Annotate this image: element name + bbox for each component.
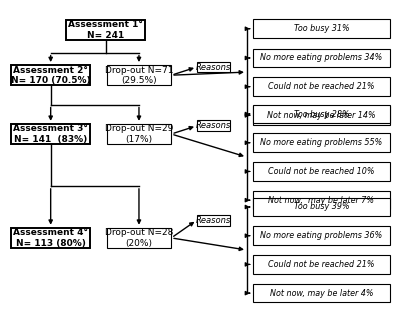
Text: Assessment 2°
N= 170 (70.5%): Assessment 2° N= 170 (70.5%)	[11, 66, 90, 85]
Text: Not now, may be later 14%: Not now, may be later 14%	[267, 111, 376, 120]
Bar	[253, 191, 390, 210]
Bar	[12, 228, 90, 248]
Bar	[253, 49, 390, 67]
Text: Could not be reached 10%: Could not be reached 10%	[268, 167, 375, 176]
Text: No more eating problems 34%: No more eating problems 34%	[260, 53, 382, 62]
Bar	[106, 228, 171, 248]
Bar	[106, 124, 171, 144]
Text: Drop-out N=29
(17%): Drop-out N=29 (17%)	[105, 124, 173, 144]
Bar	[253, 19, 390, 38]
Text: No more eating problems 36%: No more eating problems 36%	[260, 231, 382, 240]
Text: Reasons: Reasons	[196, 62, 231, 71]
Text: Not now,  may be later 7%: Not now, may be later 7%	[268, 196, 374, 205]
Bar	[253, 226, 390, 245]
Text: Too busy 39%: Too busy 39%	[294, 202, 349, 211]
Bar	[253, 255, 390, 274]
Bar	[253, 106, 390, 125]
Text: Reasons: Reasons	[196, 216, 231, 225]
Bar	[12, 124, 90, 144]
Text: Assessment 3°
N= 141  (83%): Assessment 3° N= 141 (83%)	[13, 124, 88, 144]
Bar	[253, 133, 390, 152]
Text: Reasons: Reasons	[196, 121, 231, 130]
Bar	[197, 61, 230, 73]
Text: Drop-out N=28
(20%): Drop-out N=28 (20%)	[105, 228, 173, 248]
Bar	[253, 198, 390, 216]
Text: Drop-out N=71
(29.5%): Drop-out N=71 (29.5%)	[105, 66, 173, 85]
Text: Could not be reached 21%: Could not be reached 21%	[268, 260, 375, 269]
Bar	[66, 20, 145, 40]
Bar	[253, 105, 390, 123]
Bar	[12, 65, 90, 86]
Text: Not now, may be later 4%: Not now, may be later 4%	[270, 289, 373, 298]
Bar	[106, 65, 171, 86]
Text: Too busy 31%: Too busy 31%	[294, 24, 349, 33]
Text: Assessment 1°
N= 241: Assessment 1° N= 241	[68, 20, 143, 40]
Text: Could not be reached 21%: Could not be reached 21%	[268, 82, 375, 91]
Bar	[253, 162, 390, 181]
Bar	[253, 77, 390, 96]
Text: Assessment 4°
N= 113 (80%): Assessment 4° N= 113 (80%)	[13, 228, 88, 248]
Text: Too busy 28%: Too busy 28%	[294, 109, 349, 119]
Bar	[197, 215, 230, 226]
Text: No more eating problems 55%: No more eating problems 55%	[260, 138, 382, 147]
Bar	[197, 120, 230, 131]
Bar	[253, 284, 390, 303]
